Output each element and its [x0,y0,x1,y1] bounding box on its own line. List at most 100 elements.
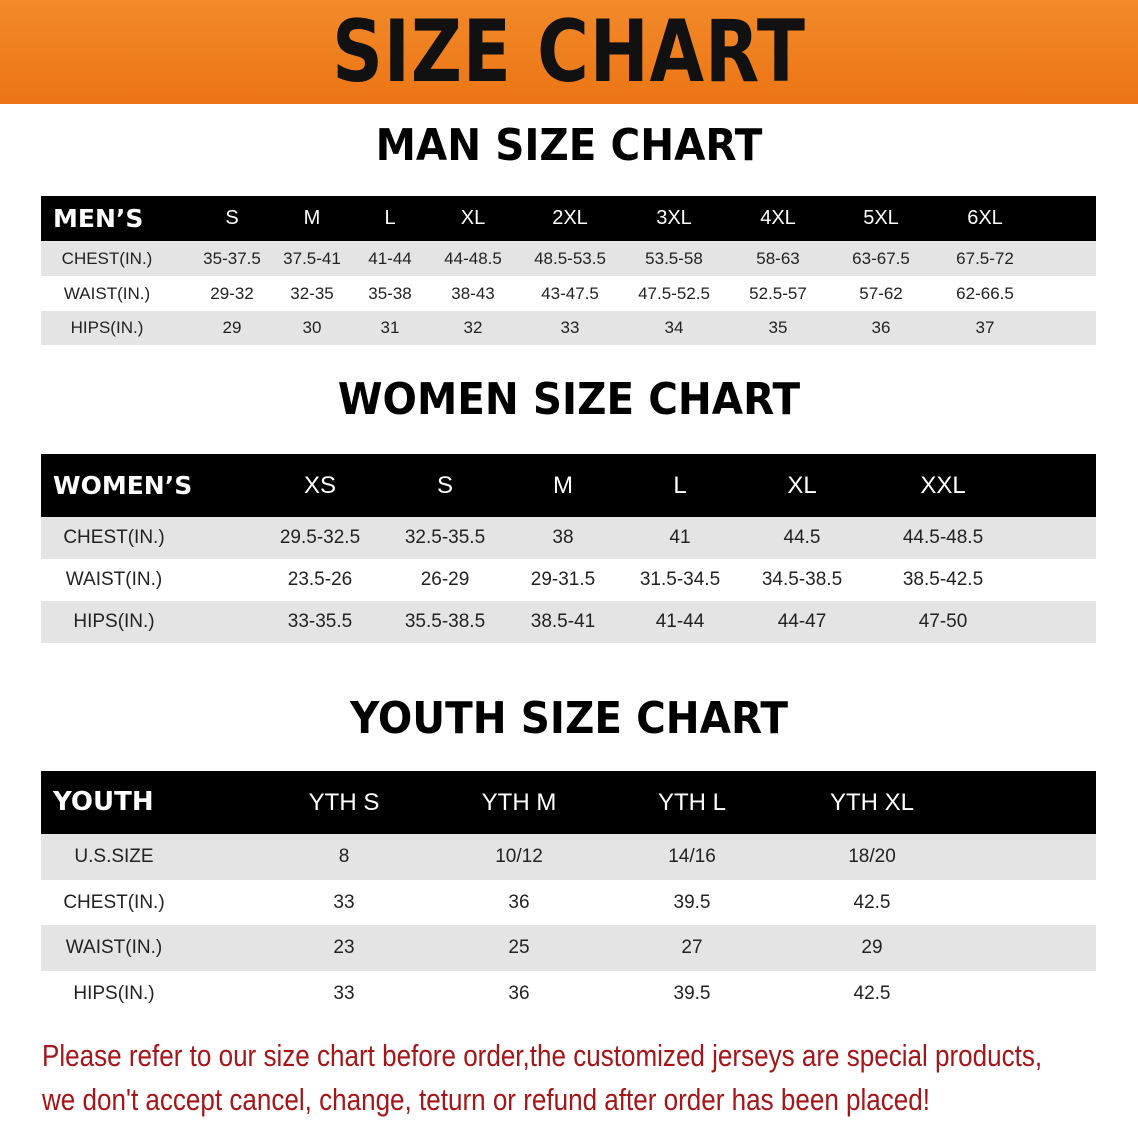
women-table-row: CHEST(IN.) 29.5-32.5 32.5-35.5 38 41 44.5 44.5… [41,517,1096,559]
men-size-header: S [225,207,239,229]
men-cell-value: 44-48.5 [444,249,502,268]
women-cell-value: 41-44 [655,611,705,632]
women-cell-value: 44-47 [777,611,827,632]
youth-size-header: YTH XL [829,789,915,816]
youth-header-label: YOUTH [53,787,154,817]
men-size-header: 2XL [552,207,588,229]
women-cell-value: 31.5-34.5 [639,569,721,590]
youth-row-label: U.S.SIZE [74,846,154,867]
women-row-label: WAIST(IN.) [65,569,163,590]
youth-cell-value: 33 [333,892,355,913]
women-cell-value: 34.5-38.5 [761,569,843,590]
women-cell-value: 41 [669,527,691,548]
youth-row-label: WAIST(IN.) [65,937,163,958]
women-cell-value: 44.5 [783,527,821,548]
women-header-label: WOMEN’S [53,471,193,500]
women-cell-value: 32.5-35.5 [404,527,486,548]
youth-cell-value: 8 [338,846,350,867]
men-cell-value: 57-62 [859,284,903,303]
youth-size-header: YTH M [481,789,557,816]
youth-cell-value: 33 [333,983,355,1004]
youth-cell-value: 36 [508,892,530,913]
youth-row-label: HIPS(IN.) [73,983,155,1004]
youth-cell-value: 39.5 [673,892,711,913]
women-cell-value: 29-31.5 [530,569,596,590]
men-cell-value: 35-37.5 [203,249,261,268]
men-cell-value: 32-35 [290,284,334,303]
women-cell-value: 29.5-32.5 [279,527,361,548]
women-cell-value: 47-50 [918,611,968,632]
youth-header-row: YOUTH YTH S YTH M YTH L YTH XL [41,771,1096,834]
notice-line-1: Please refer to our size chart before or… [42,1038,1043,1073]
men-cell-value: 63-67.5 [852,249,910,268]
men-cell-value: 38-43 [451,284,495,303]
youth-cell-value: 29 [861,937,883,958]
banner-title: SIZE CHART [332,2,806,102]
women-table-row: HIPS(IN.) 33-35.5 35.5-38.5 38.5-41 41-44 44-… [41,601,1096,643]
men-header-row: MEN’S S M L XL 2XL 3XL 4XL 5XL 6XL [41,196,1096,241]
men-row-label: CHEST(IN.) [61,249,153,268]
men-table-row: WAIST(IN.) 29-32 32-35 35-38 38-43 43-47.5 47.… [41,276,1096,311]
women-row-label: HIPS(IN.) [73,611,155,632]
youth-cell-value: 14/16 [668,846,716,867]
men-cell-value: 43-47.5 [541,284,599,303]
youth-table-row: WAIST(IN.) 23 25 27 29 [41,925,1096,971]
men-cell-value: 37 [975,318,995,337]
youth-cell-value: 39.5 [673,983,711,1004]
youth-table-row: HIPS(IN.) 33 36 39.5 42.5 [41,971,1096,1016]
women-row-label: CHEST(IN.) [63,527,165,548]
youth-cell-value: 42.5 [853,892,891,913]
women-cell-value: 23.5-26 [287,569,353,590]
men-cell-value: 41-44 [368,249,412,268]
men-cell-value: 58-63 [756,249,800,268]
women-header-row: WOMEN’S XS S M L XL XXL [41,454,1096,517]
women-size-header: XL [787,472,817,499]
youth-cell-value: 23 [333,937,355,958]
men-cell-value: 33 [560,318,580,337]
women-size-header: L [673,472,687,499]
youth-cell-value: 36 [508,983,530,1004]
men-cell-value: 52.5-57 [749,284,807,303]
women-cell-value: 26-29 [420,569,470,590]
men-cell-value: 29 [222,318,242,337]
youth-size-table: YOUTH YTH S YTH M YTH L YTH XL U.S.SIZE 8 10/12… [41,771,1096,1016]
youth-table-row: CHEST(IN.) 33 36 39.5 42.5 [41,880,1096,925]
men-section-title: MAN SIZE CHART [375,120,763,171]
men-header-label: MEN’S [53,204,144,233]
youth-cell-value: 25 [508,937,530,958]
men-size-header: M [303,207,321,229]
men-cell-value: 32 [463,318,483,337]
women-size-table: WOMEN’S XS S M L XL XXL CHEST(IN.) 29.5-32.5 32.5… [41,454,1096,643]
women-cell-value: 38.5-41 [530,611,596,632]
men-size-header: 5XL [863,207,899,229]
men-size-header: 4XL [760,207,796,229]
women-cell-value: 38 [552,527,574,548]
youth-cell-value: 42.5 [853,983,891,1004]
women-size-header: XS [303,472,337,499]
men-size-header: 3XL [656,207,692,229]
women-cell-value: 33-35.5 [287,611,353,632]
women-size-header: XXL [920,472,966,499]
youth-row-label: CHEST(IN.) [63,892,165,913]
men-size-header: 6XL [967,207,1003,229]
men-cell-value: 47.5-52.5 [638,284,710,303]
women-cell-value: 35.5-38.5 [404,611,486,632]
men-cell-value: 62-66.5 [956,284,1014,303]
women-size-header: M [553,472,573,499]
men-cell-value: 35-38 [368,284,412,303]
women-size-header: S [436,472,454,499]
youth-section-title: YOUTH SIZE CHART [350,693,788,744]
men-cell-value: 53.5-58 [645,249,703,268]
women-table-row: WAIST(IN.) 23.5-26 26-29 29-31.5 31.5-34.5 34… [41,559,1096,601]
youth-table-row: U.S.SIZE 8 10/12 14/16 18/20 [41,834,1096,880]
men-cell-value: 29-32 [210,284,254,303]
men-cell-value: 67.5-72 [956,249,1014,268]
men-size-header: XL [460,207,486,229]
youth-cell-value: 27 [681,937,703,958]
title-banner: SIZE CHART [0,0,1138,104]
men-row-label: HIPS(IN.) [70,318,144,337]
youth-cell-value: 18/20 [848,846,896,867]
women-cell-value: 44.5-48.5 [902,527,984,548]
men-table-row: HIPS(IN.) 29 30 31 32 33 34 35 36 37 [41,311,1096,345]
men-cell-value: 48.5-53.5 [534,249,606,268]
